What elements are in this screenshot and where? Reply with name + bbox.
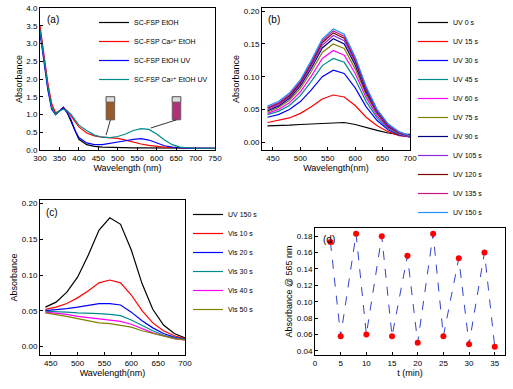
- svg-text:0.00: 0.00: [22, 342, 38, 351]
- svg-text:35: 35: [490, 359, 499, 368]
- svg-text:25: 25: [439, 359, 448, 368]
- svg-text:UV 60 s: UV 60 s: [453, 95, 478, 102]
- svg-text:3.0: 3.0: [26, 39, 38, 48]
- svg-text:600: 600: [125, 359, 139, 368]
- svg-text:UV 135 s: UV 135 s: [453, 190, 482, 197]
- svg-text:400: 400: [72, 154, 86, 163]
- svg-text:5: 5: [338, 359, 343, 368]
- svg-text:t (min): t (min): [397, 368, 423, 378]
- svg-text:SC-FSP Ca²⁺ EtOH UV: SC-FSP Ca²⁺ EtOH UV: [134, 76, 208, 83]
- svg-text:650: 650: [376, 154, 390, 163]
- svg-text:(a): (a): [47, 14, 59, 25]
- svg-text:0.10: 0.10: [244, 73, 260, 82]
- svg-text:450: 450: [266, 154, 280, 163]
- svg-text:UV 105 s: UV 105 s: [453, 152, 482, 159]
- svg-text:0.10: 0.10: [22, 271, 38, 280]
- svg-text:500: 500: [111, 154, 125, 163]
- svg-text:550: 550: [321, 154, 335, 163]
- svg-text:UV 15 s: UV 15 s: [453, 38, 478, 45]
- svg-text:0.15: 0.15: [22, 235, 38, 244]
- svg-text:0.14: 0.14: [297, 265, 313, 274]
- svg-text:0.08: 0.08: [297, 314, 313, 323]
- svg-text:Wavelength(nm): Wavelength(nm): [80, 368, 146, 378]
- svg-text:1.0: 1.0: [26, 110, 38, 119]
- svg-text:Absorbance: Absorbance: [231, 55, 241, 103]
- svg-text:0: 0: [313, 359, 318, 368]
- svg-text:Vis 10 s: Vis 10 s: [228, 230, 253, 237]
- svg-text:600: 600: [150, 154, 164, 163]
- svg-text:UV 45 s: UV 45 s: [453, 76, 478, 83]
- svg-text:2.5: 2.5: [26, 57, 38, 66]
- svg-text:Vis 30 s: Vis 30 s: [228, 268, 253, 275]
- svg-text:Vis 50 s: Vis 50 s: [228, 306, 253, 313]
- svg-text:10: 10: [362, 359, 371, 368]
- svg-text:0.12: 0.12: [297, 281, 313, 290]
- svg-text:450: 450: [92, 154, 106, 163]
- svg-text:Absorbance @ 565 nm: Absorbance @ 565 nm: [284, 245, 294, 337]
- svg-text:700: 700: [189, 154, 203, 163]
- svg-text:600: 600: [349, 154, 363, 163]
- svg-text:0.18: 0.18: [297, 232, 313, 241]
- svg-text:UV 150 s: UV 150 s: [228, 211, 257, 218]
- svg-text:Absorbance: Absorbance: [14, 55, 24, 103]
- svg-text:Vis 40 s: Vis 40 s: [228, 287, 253, 294]
- svg-text:0.10: 0.10: [297, 298, 313, 307]
- svg-text:UV 0 s: UV 0 s: [453, 19, 475, 26]
- svg-text:20: 20: [413, 359, 422, 368]
- svg-text:0.06: 0.06: [297, 330, 313, 339]
- svg-text:300: 300: [33, 154, 47, 163]
- svg-text:30: 30: [465, 359, 474, 368]
- svg-text:SC-FSP Ca²⁺ EtOH: SC-FSP Ca²⁺ EtOH: [134, 38, 196, 45]
- svg-text:700: 700: [403, 154, 417, 163]
- svg-text:15: 15: [388, 359, 397, 368]
- svg-text:0.15: 0.15: [244, 40, 260, 49]
- svg-text:650: 650: [151, 359, 165, 368]
- svg-text:UV 120 s: UV 120 s: [453, 171, 482, 178]
- svg-text:UV 90 s: UV 90 s: [453, 133, 478, 140]
- svg-text:550: 550: [131, 154, 145, 163]
- svg-text:UV 150 s: UV 150 s: [453, 209, 482, 216]
- svg-text:Vis 20 s: Vis 20 s: [228, 249, 253, 256]
- svg-text:0.20: 0.20: [244, 7, 260, 16]
- svg-text:Absorbance: Absorbance: [9, 253, 19, 301]
- svg-text:0.00: 0.00: [244, 138, 260, 147]
- svg-text:0.05: 0.05: [22, 307, 38, 316]
- svg-text:700: 700: [178, 359, 192, 368]
- svg-text:0.0: 0.0: [26, 146, 38, 155]
- svg-text:(c): (c): [46, 207, 58, 218]
- svg-text:4.0: 4.0: [26, 4, 38, 13]
- svg-text:1.5: 1.5: [26, 93, 38, 102]
- svg-text:450: 450: [44, 359, 58, 368]
- svg-text:UV 75 s: UV 75 s: [453, 114, 478, 121]
- svg-text:500: 500: [71, 359, 85, 368]
- svg-text:0.16: 0.16: [297, 248, 313, 257]
- svg-text:Wavelength(nm): Wavelength(nm): [303, 163, 369, 173]
- svg-text:0.04: 0.04: [297, 347, 313, 356]
- svg-text:750: 750: [208, 154, 222, 163]
- svg-text:(b): (b): [268, 14, 280, 25]
- svg-text:650: 650: [169, 154, 183, 163]
- svg-text:350: 350: [53, 154, 67, 163]
- svg-text:SC-FSP EtOH UV: SC-FSP EtOH UV: [134, 57, 191, 64]
- svg-text:UV 30 s: UV 30 s: [453, 57, 478, 64]
- svg-text:0.05: 0.05: [244, 105, 260, 114]
- svg-text:3.5: 3.5: [26, 22, 38, 31]
- svg-text:2.0: 2.0: [26, 75, 38, 84]
- svg-text:0.5: 0.5: [26, 128, 38, 137]
- svg-text:Wavelength (nm): Wavelength (nm): [93, 163, 161, 173]
- svg-text:550: 550: [98, 359, 112, 368]
- svg-text:(d): (d): [323, 234, 335, 245]
- svg-text:500: 500: [294, 154, 308, 163]
- svg-text:SC-FSP EtOH: SC-FSP EtOH: [134, 19, 179, 26]
- svg-text:0.20: 0.20: [22, 199, 38, 208]
